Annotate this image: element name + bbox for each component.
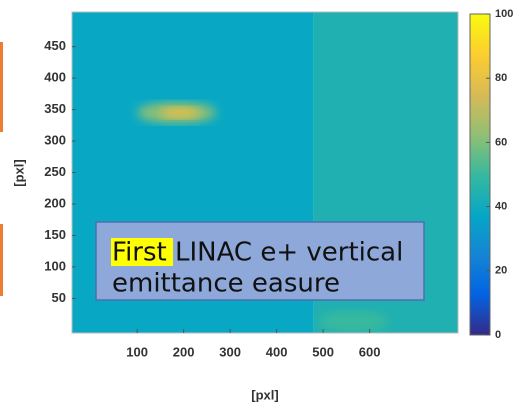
- side-accent: [0, 224, 3, 296]
- x-tick-label: 400: [266, 344, 288, 359]
- chart: [pxl] [pxl] First LINAC e+ vertical emit…: [0, 0, 531, 412]
- colorbar-tick-label: 100: [495, 8, 513, 20]
- y-axis-label: [pxl]: [11, 159, 26, 186]
- colorbar-tick-label: 40: [495, 201, 507, 213]
- side-accent: [0, 42, 3, 132]
- annotation-text: emittance easure: [112, 269, 340, 299]
- heatmap-cell: [318, 311, 388, 333]
- y-tick-label: 450: [44, 38, 66, 53]
- annotation-text: LINAC e+ vertical: [175, 238, 403, 268]
- y-tick-label: 100: [44, 258, 66, 273]
- y-tick-label: 200: [44, 195, 66, 210]
- y-tick-label: 350: [44, 101, 66, 116]
- x-axis-label: [pxl]: [251, 387, 278, 402]
- heatmap-cell: [160, 107, 200, 118]
- y-tick-label: 300: [44, 132, 66, 147]
- y-tick-label: 50: [52, 290, 66, 305]
- x-tick-label: 200: [173, 344, 195, 359]
- colorbar-tick-label: 20: [495, 265, 507, 277]
- y-tick-label: 400: [44, 70, 66, 85]
- colorbar-tick-label: 0: [495, 329, 501, 341]
- x-tick-label: 300: [219, 344, 241, 359]
- x-tick-label: 600: [359, 344, 381, 359]
- x-tick-label: 100: [126, 344, 148, 359]
- y-tick-label: 150: [44, 227, 66, 242]
- colorbar-tick-label: 80: [495, 72, 507, 84]
- x-tick-label: 500: [312, 344, 334, 359]
- y-tick-label: 250: [44, 164, 66, 179]
- annotation-highlight: First: [112, 238, 167, 268]
- colorbar: [470, 14, 490, 335]
- colorbar-tick-label: 60: [495, 136, 507, 148]
